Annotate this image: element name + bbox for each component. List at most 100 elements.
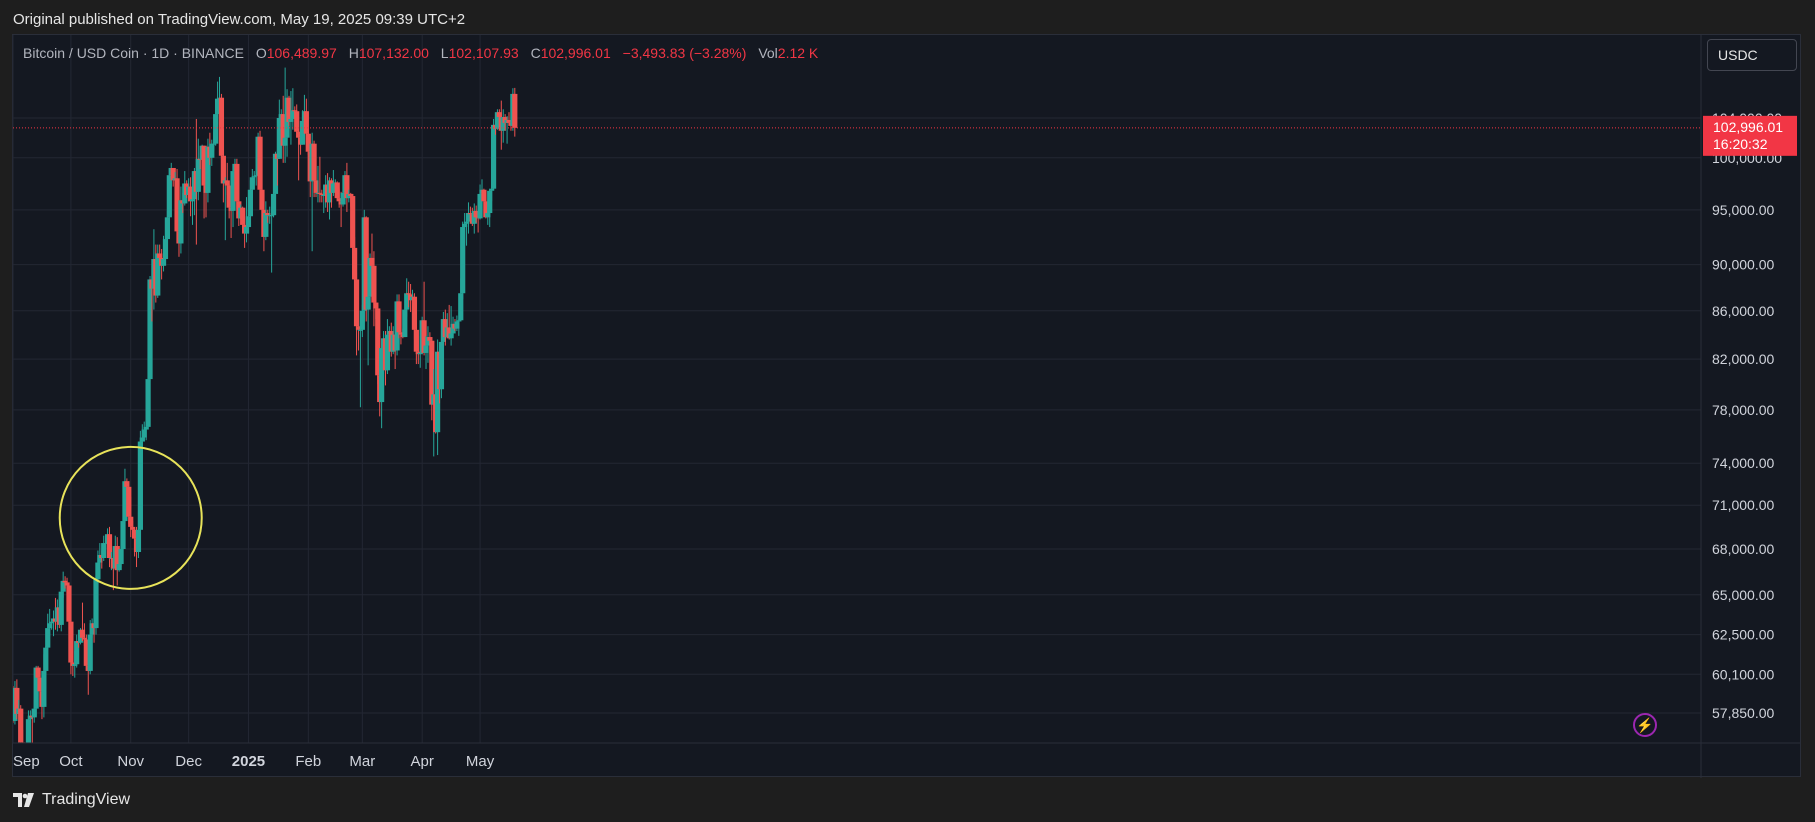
candle-body: [201, 145, 207, 186]
y-tick-label: 68,000.00: [1712, 541, 1774, 557]
candle-body: [33, 667, 39, 709]
candle: [122, 468, 128, 524]
low-label: L: [440, 45, 449, 61]
candle-body: [81, 637, 88, 640]
last-price-value: 102,996.01: [1713, 119, 1783, 135]
currency-button[interactable]: USDC: [1707, 39, 1797, 71]
open-value: 106,489.97: [266, 45, 337, 61]
candle-body: [118, 549, 124, 565]
candle: [74, 634, 80, 668]
candle-body: [166, 175, 172, 218]
candle-body: [460, 227, 466, 294]
candle: [462, 213, 468, 244]
candle: [350, 193, 356, 251]
candle-body: [209, 143, 215, 158]
close-label: C: [530, 45, 541, 61]
candle-body: [135, 529, 142, 553]
y-tick-label: 60,100.00: [1712, 666, 1774, 682]
candle-body: [346, 193, 352, 199]
candle-body: [143, 426, 149, 430]
candle-body: [458, 293, 464, 321]
candle: [114, 537, 120, 586]
candle-body: [375, 308, 381, 376]
candle-body: [286, 97, 292, 122]
candle-body: [120, 521, 126, 550]
candle-body: [31, 708, 37, 718]
top-bar: Original published on TradingView.com, M…: [0, 0, 1815, 34]
candle-body: [103, 543, 109, 545]
candle-body: [270, 193, 277, 216]
candle: [120, 516, 126, 555]
candle-body: [421, 320, 427, 353]
candle-body: [371, 265, 377, 303]
candle-body: [205, 146, 211, 193]
candle: [371, 251, 377, 327]
candle-body: [35, 667, 41, 678]
candle-body: [290, 110, 296, 119]
candle-body: [359, 310, 365, 330]
tradingview-brand: TradingView: [42, 791, 131, 808]
candle-body: [398, 332, 404, 335]
candle: [454, 315, 460, 332]
candle: [230, 163, 236, 228]
candle-body: [68, 621, 74, 663]
candle-body: [157, 253, 163, 258]
candle-body: [330, 183, 336, 193]
countdown-value: 16:20:32: [1713, 136, 1768, 152]
candle-body: [494, 112, 501, 129]
y-tick-label: 65,000.00: [1712, 587, 1774, 603]
candle-body: [483, 201, 489, 218]
candle: [201, 145, 207, 219]
candle: [83, 634, 89, 671]
candle: [170, 167, 176, 187]
candle: [379, 339, 385, 429]
candle-body: [303, 111, 309, 134]
candle-body: [58, 591, 64, 625]
candle-body: [43, 647, 49, 671]
candle: [141, 421, 147, 442]
candle-body: [263, 213, 269, 237]
candle-body: [367, 257, 373, 297]
bottom-bar: [0, 778, 1815, 822]
candle: [143, 425, 149, 441]
candle: [438, 331, 445, 399]
candle: [93, 571, 99, 635]
candle: [429, 337, 435, 421]
candle: [249, 169, 255, 199]
candle: [106, 526, 113, 568]
candle-body: [288, 118, 294, 122]
lightning-icon[interactable]: ⚡: [1633, 713, 1657, 737]
candle: [490, 118, 497, 190]
candle: [425, 326, 431, 363]
high-label: H: [348, 45, 359, 61]
candle-body: [247, 189, 253, 217]
candle-body: [296, 131, 302, 138]
candle-body: [379, 348, 385, 403]
symbol-label[interactable]: Bitcoin / USD Coin · 1D · BINANCE: [23, 45, 244, 61]
x-tick-label: Apr: [410, 753, 433, 770]
candle-body: [93, 579, 99, 629]
candle: [500, 109, 506, 143]
candle-body: [124, 481, 130, 487]
candle-body: [47, 623, 53, 629]
candle-body: [276, 118, 282, 159]
candle-body: [27, 715, 33, 720]
candle: [319, 189, 325, 203]
candle-body: [72, 664, 78, 666]
candle: [195, 138, 201, 201]
candle: [460, 221, 466, 300]
candle: [336, 188, 342, 208]
candle-body: [487, 190, 493, 214]
candle-body: [344, 175, 350, 199]
candle-body: [218, 97, 225, 156]
candle-body: [265, 213, 271, 216]
candle-body: [321, 194, 327, 196]
candle-body: [25, 719, 32, 743]
candle-body: [355, 326, 362, 330]
tradingview-logo[interactable]: TradingView: [13, 791, 130, 809]
candle-body: [220, 155, 226, 184]
candle-body: [64, 582, 70, 586]
candle-body: [226, 185, 232, 208]
candle-body: [317, 192, 323, 194]
